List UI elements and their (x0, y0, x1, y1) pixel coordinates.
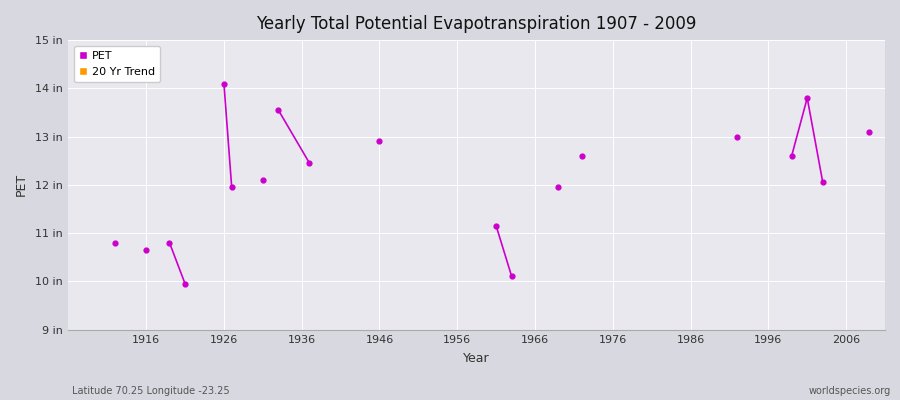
Point (256, 177, 270, 183)
Point (489, 223, 503, 229)
Point (271, 107, 285, 113)
Point (178, 280, 193, 287)
Point (302, 160, 317, 166)
Point (551, 184, 565, 190)
Title: Yearly Total Potential Evapotranspiration 1907 - 2009: Yearly Total Potential Evapotranspiratio… (256, 15, 697, 33)
Point (730, 133, 744, 140)
Text: Latitude 70.25 Longitude -23.25: Latitude 70.25 Longitude -23.25 (72, 386, 230, 396)
Legend: PET, 20 Yr Trend: PET, 20 Yr Trend (74, 46, 160, 82)
X-axis label: Year: Year (464, 352, 490, 365)
Point (574, 153, 589, 159)
Point (862, 128, 877, 135)
Text: worldspecies.org: worldspecies.org (809, 386, 891, 396)
Point (800, 95, 814, 101)
Point (139, 247, 153, 253)
Point (505, 273, 519, 280)
Point (162, 240, 176, 246)
Point (785, 153, 799, 159)
Point (373, 138, 387, 144)
Point (224, 184, 238, 190)
Y-axis label: PET: PET (15, 173, 28, 196)
Point (815, 179, 830, 186)
Point (217, 80, 231, 87)
Point (108, 240, 122, 246)
